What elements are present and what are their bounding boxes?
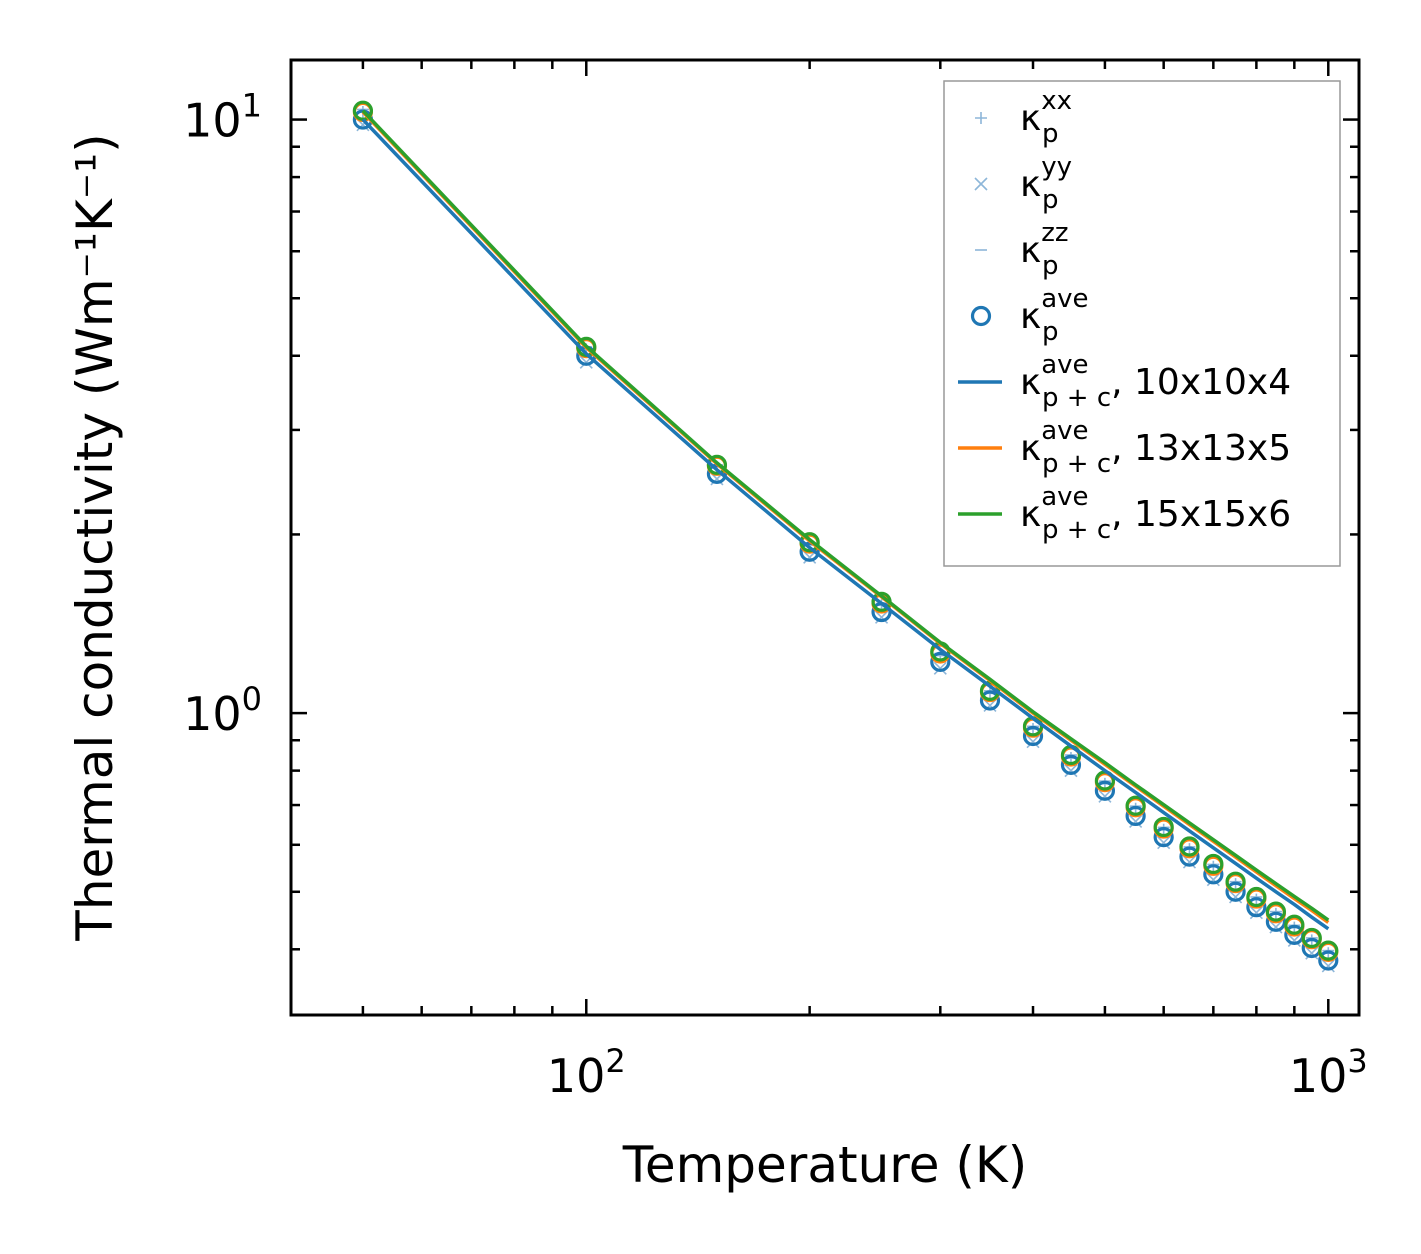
data-point-x bbox=[933, 661, 947, 675]
data-point-x bbox=[1026, 735, 1040, 749]
plot-area bbox=[352, 100, 1339, 973]
data-point-x bbox=[1321, 959, 1335, 973]
data-point-x bbox=[1287, 933, 1301, 947]
data-point-x bbox=[803, 550, 817, 564]
data-point-circle bbox=[1153, 816, 1174, 838]
data-point-circle bbox=[1022, 725, 1044, 747]
tick-labels: 102 103 100 101 bbox=[183, 87, 1368, 1103]
legend-marker-swatch bbox=[974, 177, 988, 191]
x-tick-label: 103 bbox=[1289, 1042, 1368, 1103]
series-line-15x15x6 bbox=[361, 109, 1330, 922]
data-point-circle bbox=[1246, 897, 1267, 918]
data-point-circle bbox=[1265, 901, 1287, 922]
y-axis-label: Thermal conductivity (Wm⁻¹K⁻¹) bbox=[66, 133, 124, 941]
data-point-circle bbox=[1318, 950, 1339, 971]
data-point-circle bbox=[1203, 853, 1224, 875]
data-point-circle bbox=[930, 651, 951, 672]
data-point-circle bbox=[1094, 780, 1116, 801]
data-point-x bbox=[1182, 855, 1197, 869]
legend-marker-swatch bbox=[970, 305, 992, 327]
legend-entry-label: κzz p bbox=[1020, 218, 1069, 281]
data-point-x bbox=[1098, 789, 1112, 803]
data-point-circle bbox=[1125, 795, 1146, 816]
data-point-circle bbox=[1301, 927, 1322, 949]
legend-frame bbox=[943, 80, 1341, 567]
data-point-x bbox=[1129, 814, 1143, 828]
x-axis-label: Temperature (K) bbox=[622, 1136, 1027, 1194]
data-point-circle bbox=[799, 541, 820, 562]
legend-entry-label: κyy p bbox=[1020, 152, 1072, 215]
data-point-circle bbox=[1318, 940, 1339, 961]
data-point-x bbox=[1206, 873, 1220, 887]
data-point-x bbox=[1064, 764, 1078, 778]
data-point-circle bbox=[1225, 871, 1246, 892]
legend-entry-label: κave p + c, 13x13x5 bbox=[1020, 416, 1291, 479]
data-point-circle bbox=[706, 454, 728, 475]
legend-entry-label: κave p + c, 15x15x6 bbox=[1020, 482, 1291, 545]
legend-marker-swatch bbox=[975, 112, 987, 124]
series-line-10x10x4 bbox=[361, 118, 1330, 931]
data-point-circle bbox=[1203, 864, 1224, 885]
data-point-circle bbox=[1125, 805, 1146, 827]
data-point-x bbox=[1249, 906, 1263, 920]
x-tick-label: 102 bbox=[547, 1042, 626, 1103]
data-point-x bbox=[874, 610, 889, 624]
legend-entry-label: κave p + c, 10x10x4 bbox=[1020, 350, 1291, 413]
data-point-circle bbox=[1225, 881, 1246, 902]
data-point-circle bbox=[1179, 846, 1200, 867]
data-point-circle bbox=[1284, 914, 1305, 935]
marker-series-yy bbox=[356, 118, 1335, 973]
data-point-circle bbox=[1246, 886, 1267, 908]
legend-entry-label: κave p bbox=[1020, 284, 1089, 347]
y-tick-label: 101 bbox=[183, 87, 262, 148]
data-point-circle bbox=[1179, 836, 1200, 857]
data-point-circle bbox=[352, 100, 374, 121]
data-point-circle bbox=[1153, 827, 1174, 848]
y-tick-label: 100 bbox=[183, 680, 262, 741]
data-point-circle bbox=[1060, 754, 1082, 775]
data-point-x bbox=[1157, 836, 1171, 850]
plot-frame bbox=[289, 58, 1361, 1017]
data-point-circle bbox=[979, 690, 1001, 711]
legend-entry-label: κxx p bbox=[1020, 86, 1072, 149]
data-point-circle bbox=[1265, 911, 1287, 932]
